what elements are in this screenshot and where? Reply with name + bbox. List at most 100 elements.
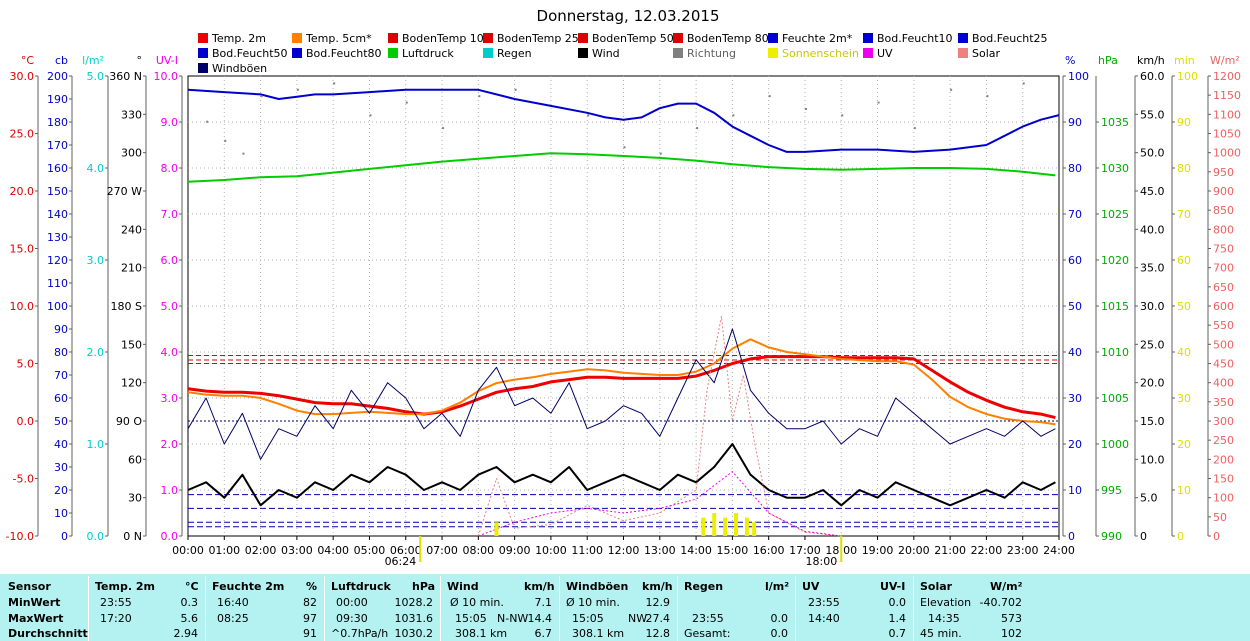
x-tick-label: 06:00 <box>390 544 422 557</box>
sunshine-bar <box>701 517 706 536</box>
wind-min-label: Ø 10 min. <box>450 596 504 609</box>
x-tick-label: 21:00 <box>934 544 966 557</box>
axis-tick-label: 210 <box>121 262 142 275</box>
axis-tick-label: 20.0 <box>10 185 35 198</box>
axis-tick-label: 100 <box>1177 70 1198 83</box>
wind-max-dir: N-NW <box>497 612 529 625</box>
col-hum-unit: % <box>306 580 318 593</box>
axis-tick-label: 120 <box>47 254 68 267</box>
x-tick-label: 23:00 <box>1007 544 1039 557</box>
legend-swatch <box>198 33 208 43</box>
series-windb-en <box>187 328 1056 460</box>
uv-min-value: 0.0 <box>888 596 907 609</box>
axis-tick-label: 10 <box>54 507 68 520</box>
temp-min-value: 0.3 <box>180 596 199 609</box>
solar-elevation-label: Elevation <box>920 596 972 609</box>
axis-unit: hPa <box>1098 54 1118 67</box>
col-hum-title: Feuchte 2m <box>212 580 285 593</box>
axis-tick-label: 1015 <box>1101 300 1129 313</box>
axis-tick-label: 10 <box>1068 484 1082 497</box>
legend-label: BodenTemp 25 <box>497 32 579 45</box>
col-gust-title: Windböen <box>566 580 629 593</box>
axis-tick-label: -10.0 <box>6 530 34 543</box>
direction-point <box>804 107 807 110</box>
axis-tick-label: 30.0 <box>1140 300 1165 313</box>
weather-chart: Donnerstag, 12.03.2015 Temp. 2m Temp. 5cm… <box>6 7 1241 568</box>
axis-tick-label: 120 <box>121 377 142 390</box>
direction-point <box>405 101 408 104</box>
col-wind-title: Wind <box>447 580 479 593</box>
axis-unit: l/m² <box>82 54 104 67</box>
axis-tick-label: 20 <box>54 484 68 497</box>
legend-label: Feuchte 2m* <box>782 32 853 45</box>
axis-tick-label: 900 <box>1213 185 1234 198</box>
uv-max-value: 1.4 <box>888 612 907 625</box>
axis-tick-label: 100 <box>1213 492 1234 505</box>
rain-max-time: 23:55 <box>692 612 724 625</box>
axis-tick-label: 160 <box>47 162 68 175</box>
chart-axes: °C -10.0 -5.0 0.0 5.0 10.0 15.0 20.0 25.0 30.0 cb 0… <box>6 54 1241 543</box>
axis-tick-label: 2.0 <box>87 346 105 359</box>
x-tick-label: 19:00 <box>862 544 894 557</box>
axis-tick-label: 4.0 <box>87 162 105 175</box>
series-luftdruck <box>187 152 1056 183</box>
legend-swatch <box>863 48 873 58</box>
x-tick-label: 01:00 <box>208 544 240 557</box>
legend-label: Bod.Feucht80 <box>306 47 382 60</box>
x-tick-label: 03:00 <box>281 544 313 557</box>
direction-point <box>514 88 517 91</box>
legend-label: BodenTemp 50 <box>592 32 674 45</box>
direction-point <box>841 114 844 117</box>
axis-tick-label: 0 <box>1140 530 1147 543</box>
direction-point <box>478 95 481 98</box>
series-wind <box>187 443 1056 507</box>
axis-tick-label: 9.0 <box>161 116 179 129</box>
gust-max-value: 27.4 <box>645 612 671 625</box>
axis-tick-label: 350 <box>1213 396 1234 409</box>
uv-avg-value: 0.7 <box>888 627 907 640</box>
axis-tick-label: 5.0 <box>17 358 35 371</box>
col-uv-unit: UV-I <box>880 580 906 593</box>
gust-distance: 308.1 km <box>572 627 625 640</box>
solar-sun-minutes: 45 min. <box>920 627 962 640</box>
legend-label: Temp. 2m <box>211 32 266 45</box>
temp-max-value: 5.6 <box>180 612 199 625</box>
legend-swatch <box>863 33 873 43</box>
axis-tick-label: -5.0 <box>13 473 34 486</box>
axis-tick-label: 1150 <box>1213 89 1241 102</box>
x-tick-label: 20:00 <box>898 544 930 557</box>
axis-tick-label: 30 <box>1177 392 1191 405</box>
series-uv <box>478 471 842 537</box>
x-tick-label: 16:00 <box>753 544 785 557</box>
axis-unit: % <box>1065 54 1075 67</box>
axis-tick-label: 70 <box>1068 208 1082 221</box>
wind-distance: 308.1 km <box>455 627 508 640</box>
axis-tick-label: 30 <box>1068 392 1082 405</box>
axis-tick-label: 100 <box>1068 70 1089 83</box>
axis-unit: W/m² <box>1210 54 1240 67</box>
axis-tick-label: 550 <box>1213 319 1234 332</box>
axis-tick-label: 100 <box>47 300 68 313</box>
axis-tick-label: 140 <box>47 208 68 221</box>
axis-tick-label: 500 <box>1213 338 1234 351</box>
axis-tick-label: 60.0 <box>1140 70 1165 83</box>
press-max-time: 09:30 <box>336 612 368 625</box>
legend-swatch <box>388 48 398 58</box>
axis-tick-label: 90 O <box>116 415 142 428</box>
x-tick-label: 09:00 <box>499 544 531 557</box>
press-trend: ^0.7hPa/h <box>331 627 389 640</box>
axis-tick-label: 360 N <box>109 70 142 83</box>
legend-swatch <box>958 33 968 43</box>
legend-label: Wind <box>592 47 620 60</box>
legend-swatch <box>578 33 588 43</box>
axis-tick-label: 1025 <box>1101 208 1129 221</box>
legend-swatch <box>483 33 493 43</box>
direction-point <box>950 88 953 91</box>
series-temp-2m <box>187 355 1056 420</box>
direction-point <box>986 95 989 98</box>
sunshine-bar <box>494 522 499 536</box>
direction-point <box>206 120 209 123</box>
direction-point <box>587 114 590 117</box>
axis-tick-label: 0.0 <box>17 415 35 428</box>
axis-tick-label: 1010 <box>1101 346 1129 359</box>
